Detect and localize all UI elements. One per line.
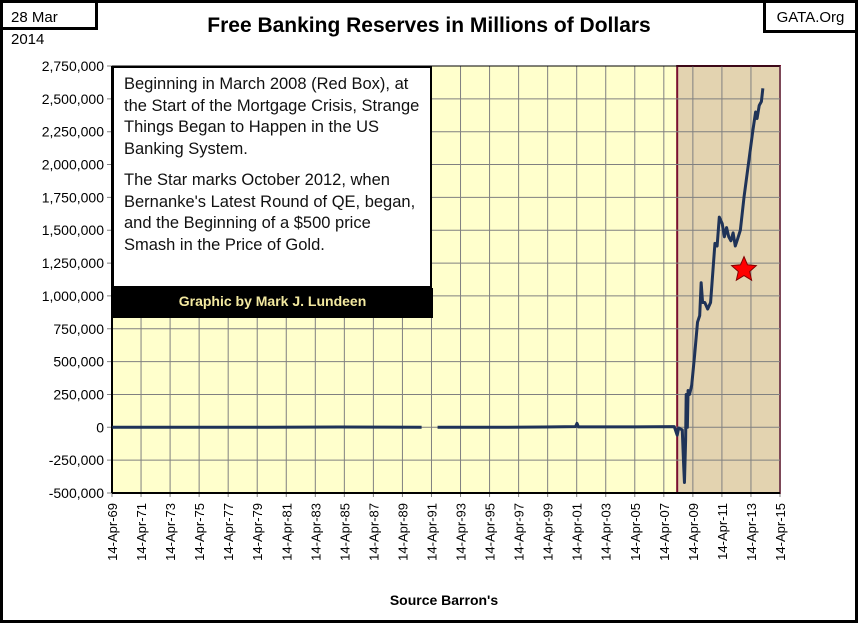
star-marker: [730, 255, 758, 282]
y-tick-label: 0: [96, 419, 104, 435]
x-tick-label: 14-Apr-73: [163, 503, 178, 561]
annotation-paragraph-2: The Star marks October 2012, when Bernan…: [124, 171, 416, 254]
x-tick-label: 14-Apr-71: [134, 503, 149, 561]
x-tick-label: 14-Apr-95: [483, 503, 498, 561]
x-tick-label: 14-Apr-75: [192, 503, 207, 561]
x-tick-label: 14-Apr-03: [599, 503, 614, 561]
y-tick-label: -250,000: [49, 452, 104, 468]
date-label: 28 Mar 2014: [0, 0, 98, 48]
x-tick-label: 14-Apr-89: [395, 503, 410, 561]
y-tick-label: 500,000: [53, 354, 104, 370]
x-tick-label: 14-Apr-15: [773, 503, 788, 561]
x-tick-label: 14-Apr-91: [424, 503, 439, 561]
site-label: GATA.Org: [763, 0, 858, 33]
y-tick-label: 2,750,000: [42, 58, 104, 74]
y-tick-label: 2,250,000: [42, 124, 104, 140]
x-tick-label: 14-Apr-87: [366, 503, 381, 561]
chart-title: Free Banking Reserves in Millions of Dol…: [207, 14, 651, 37]
y-tick-label: 2,500,000: [42, 91, 104, 107]
x-tick-label: 14-Apr-69: [105, 503, 120, 561]
y-tick-label: 1,750,000: [42, 189, 104, 205]
x-tick-label: 14-Apr-79: [250, 503, 265, 561]
x-axis-label: Source Barron's: [389, 592, 499, 608]
x-tick-label: 14-Apr-01: [570, 503, 585, 561]
x-tick-label: 14-Apr-05: [628, 503, 643, 561]
y-tick-label: 1,250,000: [42, 255, 104, 271]
y-tick-label: 2,000,000: [42, 157, 104, 173]
x-tick-label: 14-Apr-13: [744, 503, 759, 561]
x-tick-label: 14-Apr-77: [221, 503, 236, 561]
series-line: [437, 88, 765, 484]
y-tick-label: 1,000,000: [42, 288, 104, 304]
x-tick-label: 14-Apr-99: [541, 503, 556, 561]
y-tick-label: 750,000: [53, 321, 104, 337]
red-box-highlight: [676, 65, 782, 494]
annotation-box: Beginning in March 2008 (Red Box), at th…: [112, 66, 432, 288]
x-tick-label: 14-Apr-93: [454, 503, 469, 561]
y-tick-label: -500,000: [49, 485, 104, 501]
x-tick-label: 14-Apr-07: [657, 503, 672, 561]
x-tick-label: 14-Apr-85: [337, 503, 352, 561]
credit-banner: Graphic by Mark J. Lundeen: [112, 288, 433, 318]
x-tick-label: 14-Apr-11: [715, 503, 730, 560]
y-tick-label: 1,500,000: [42, 222, 104, 238]
y-tick-label: 250,000: [53, 386, 104, 402]
annotation-paragraph-1: Beginning in March 2008 (Red Box), at th…: [124, 75, 420, 158]
x-tick-label: 14-Apr-09: [686, 503, 701, 561]
x-tick-label: 14-Apr-83: [308, 503, 323, 561]
x-tick-label: 14-Apr-97: [512, 503, 527, 561]
x-tick-label: 14-Apr-81: [279, 503, 294, 561]
